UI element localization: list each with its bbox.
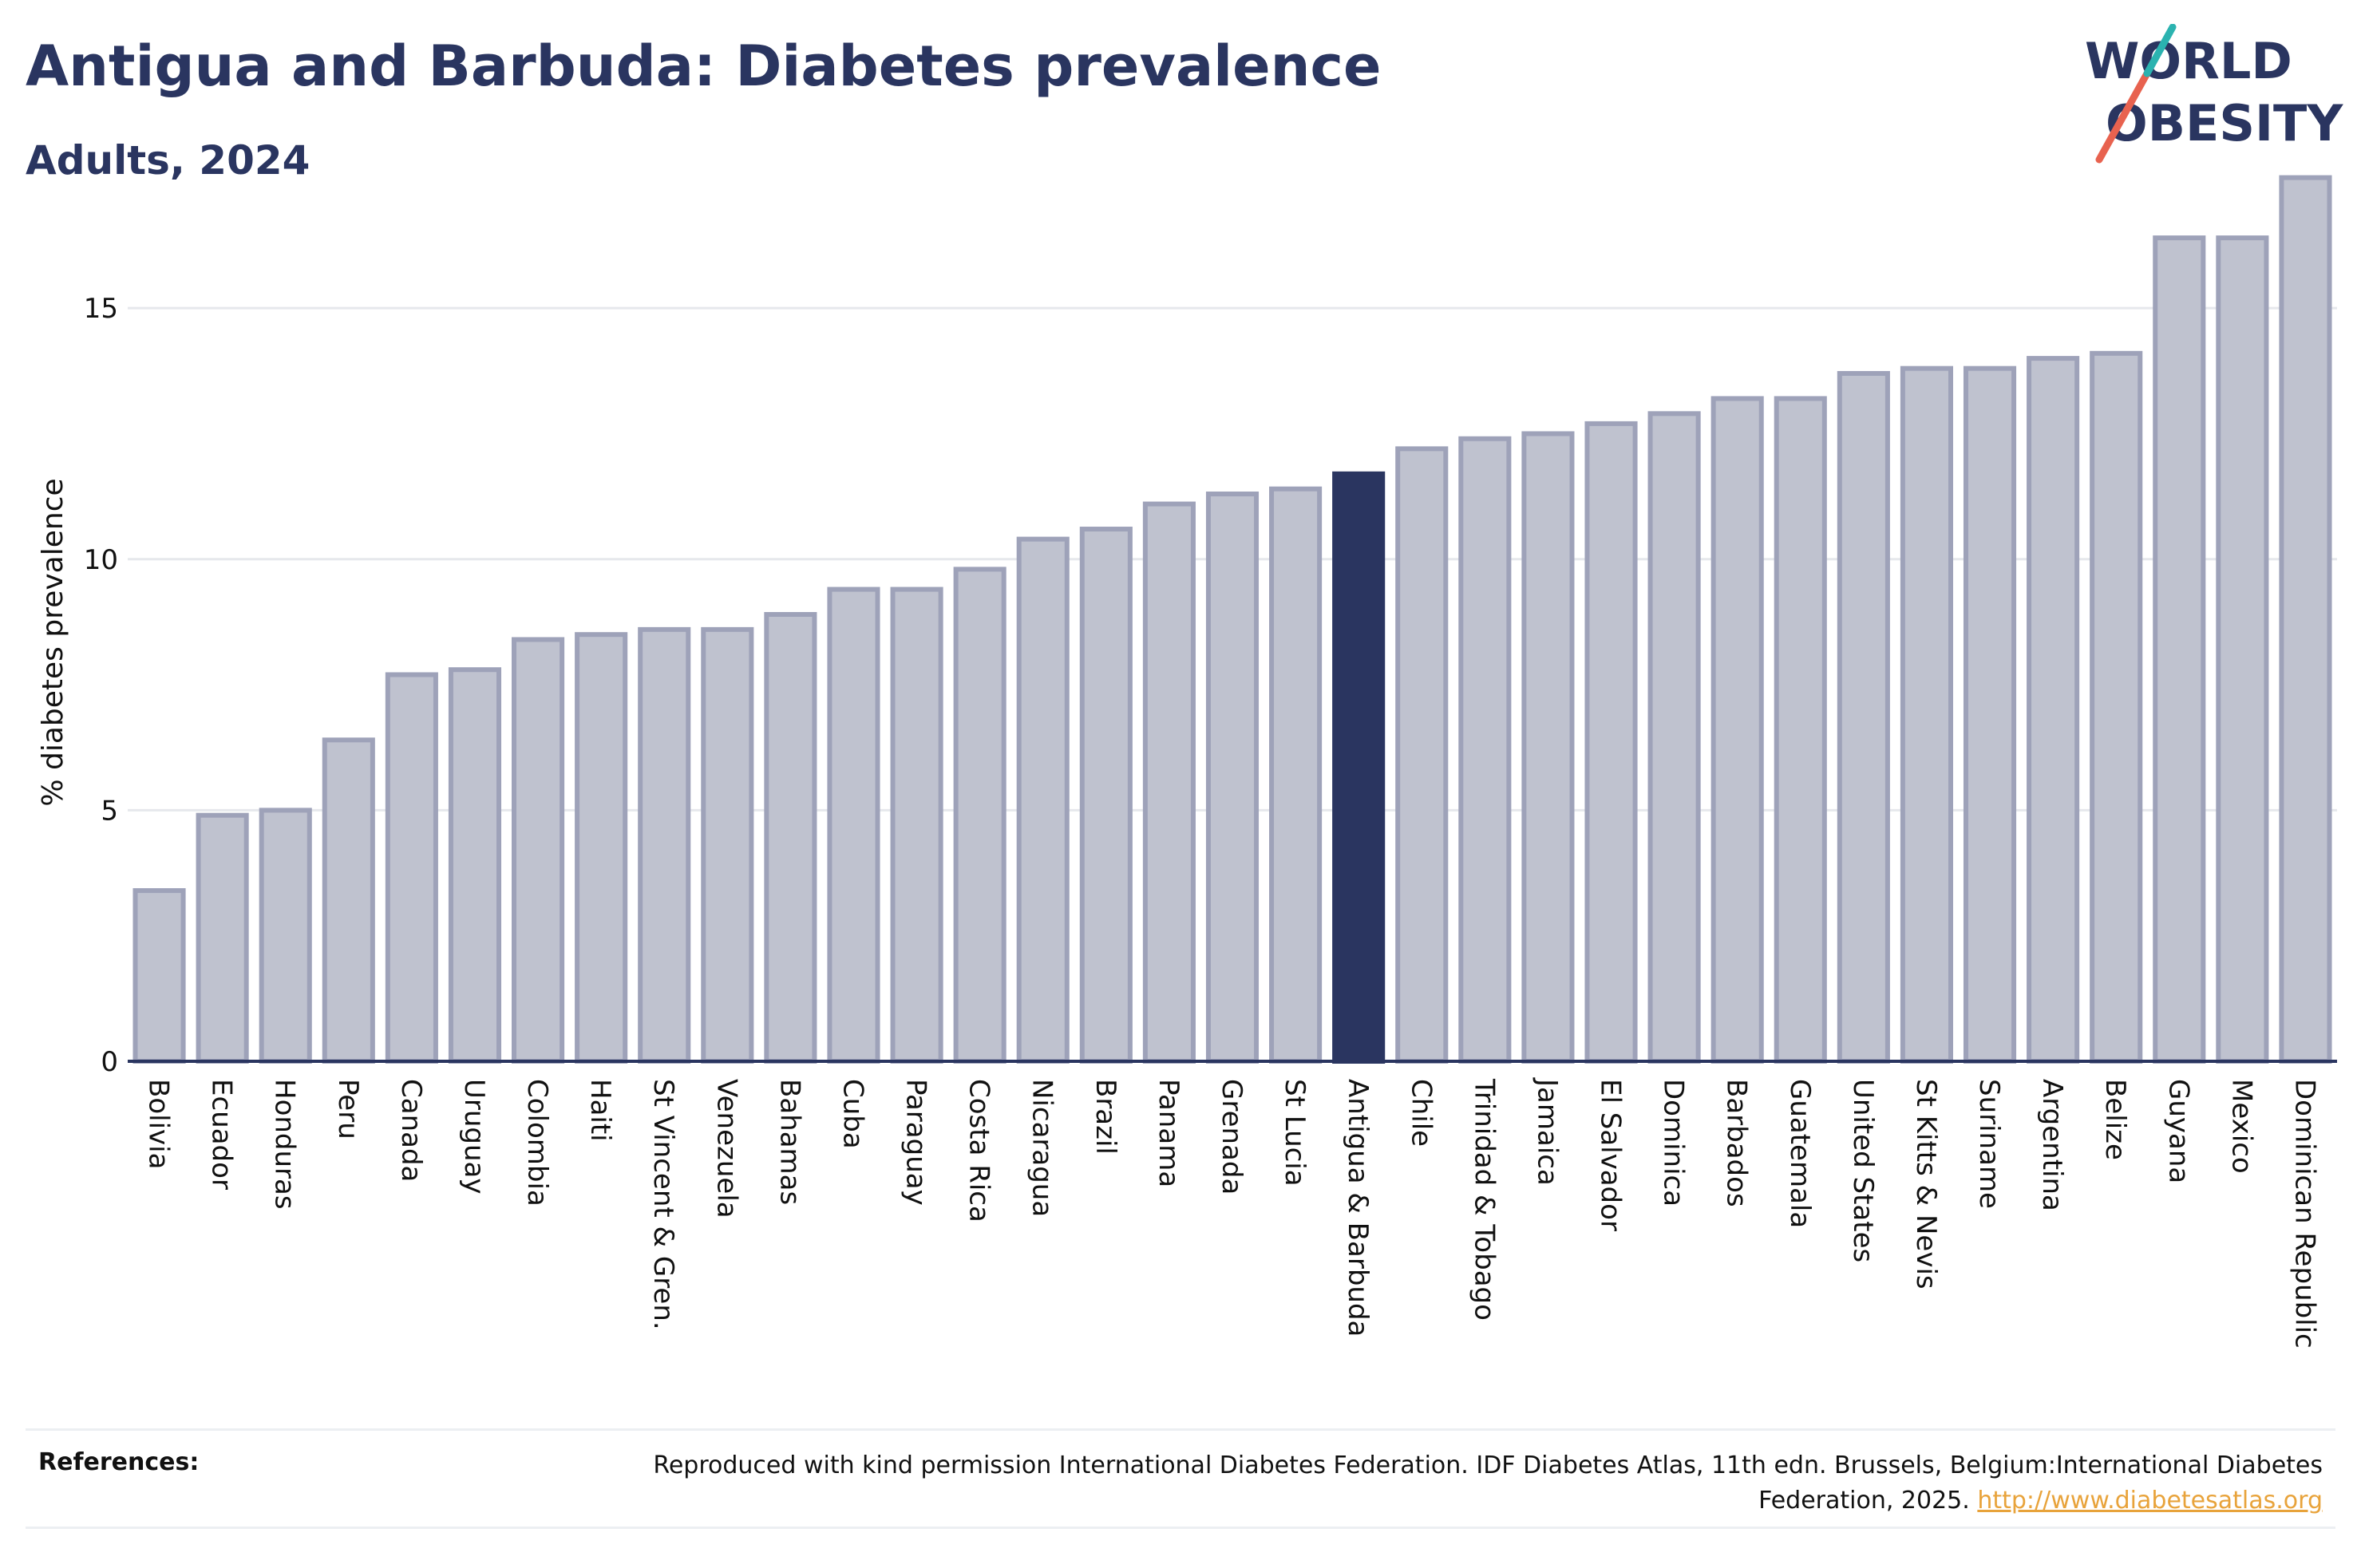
x-tick-label: Brazil xyxy=(1090,1079,1121,1155)
bar xyxy=(827,587,880,1064)
bar xyxy=(1837,370,1890,1064)
bar xyxy=(1521,431,1575,1064)
x-tick-label: Barbados xyxy=(1721,1079,1753,1207)
bar xyxy=(385,672,438,1064)
bar-chart: 0 5 10 15 Bolivia Ecuador Honduras Peru Canada Ur… xyxy=(37,175,2337,1349)
bar xyxy=(1963,365,2017,1064)
bar xyxy=(764,612,817,1064)
x-tick-label: El Salvador xyxy=(1595,1079,1627,1231)
x-tick-label: Jamaica xyxy=(1531,1077,1563,1186)
x-tick-label: Trinidad & Tobago xyxy=(1468,1078,1500,1321)
x-tick-label: Haiti xyxy=(584,1079,616,1142)
x-tick-label: Bahamas xyxy=(773,1079,805,1205)
bar xyxy=(638,626,691,1064)
x-tick-label: United States xyxy=(1847,1079,1879,1262)
y-tick-label: 5 xyxy=(101,795,118,827)
page-subtitle: Adults, 2024 xyxy=(26,137,310,184)
bar xyxy=(1774,396,1827,1064)
x-tick-label: St Vincent & Gren. xyxy=(647,1079,679,1330)
bar xyxy=(1900,365,1953,1064)
bar xyxy=(890,587,943,1064)
x-tick-label: Cuba xyxy=(836,1079,868,1149)
references-text: Reproduced with kind permission Internat… xyxy=(653,1451,2323,1515)
y-axis-title: % diabetes prevalence xyxy=(37,478,69,806)
bar xyxy=(196,812,249,1064)
x-tick-label: St Kitts & Nevis xyxy=(1910,1079,1942,1290)
references-link[interactable]: http://www.diabetesatlas.org xyxy=(1977,1487,2323,1515)
bar xyxy=(2153,235,2206,1064)
references-text-block: Reproduced with kind permission Internat… xyxy=(567,1448,2323,1519)
label-layer: 0 5 10 15 Bolivia Ecuador Honduras Peru Canada Ur… xyxy=(84,293,2321,1349)
bar xyxy=(1458,436,1512,1064)
references-box: References: Reproduced with kind permiss… xyxy=(26,1428,2335,1529)
y-tick-label: 15 xyxy=(84,293,118,325)
x-tick-label: Guyana xyxy=(2162,1079,2194,1183)
bar xyxy=(701,626,754,1064)
bar xyxy=(448,667,502,1064)
world-obesity-logo: WORLD OBESITY xyxy=(2085,24,2343,164)
x-tick-label: Venezuela xyxy=(710,1079,742,1218)
bar xyxy=(1647,411,1701,1064)
x-tick-label: Paraguay xyxy=(900,1079,932,1206)
bar xyxy=(322,737,375,1064)
x-tick-label: Chile xyxy=(1405,1079,1437,1147)
page-title: Antigua and Barbuda: Diabetes prevalence xyxy=(26,34,1382,99)
bar xyxy=(575,632,628,1064)
bar xyxy=(1269,486,1323,1064)
bar xyxy=(953,567,1006,1064)
bar xyxy=(1079,527,1133,1064)
bar xyxy=(2027,356,2080,1064)
bar xyxy=(132,888,186,1064)
y-tick-label: 10 xyxy=(84,544,118,576)
x-tick-label: Peru xyxy=(332,1079,364,1139)
logo-slash-teal xyxy=(2143,24,2177,77)
bar xyxy=(512,637,565,1064)
x-tick-label: Belize xyxy=(2099,1079,2131,1160)
x-tick-label: Ecuador xyxy=(206,1079,238,1190)
bar xyxy=(1395,446,1449,1064)
x-tick-label: Canada xyxy=(395,1079,427,1182)
x-tick-label: Colombia xyxy=(521,1079,553,1207)
bar xyxy=(1205,491,1260,1064)
bars-layer xyxy=(132,175,2332,1064)
bar xyxy=(1142,501,1196,1064)
x-tick-label: Mexico xyxy=(2225,1079,2257,1174)
logo-line1: WORLD xyxy=(2085,32,2292,90)
logo-line2: OBESITY xyxy=(2106,94,2343,152)
x-tick-label: Uruguay xyxy=(458,1079,490,1195)
references-label: References: xyxy=(38,1448,200,1476)
bar xyxy=(2279,175,2332,1064)
bar xyxy=(1710,396,1764,1064)
logo-slash-red xyxy=(2095,69,2151,164)
x-tick-label: Grenada xyxy=(1216,1079,1248,1195)
x-tick-label: Dominican Republic xyxy=(2288,1079,2320,1349)
bar xyxy=(1584,421,1638,1064)
x-tick-label: Nicaragua xyxy=(1026,1079,1058,1217)
x-tick-label: Suriname xyxy=(1973,1079,2005,1209)
x-tick-label: Bolivia xyxy=(143,1079,175,1169)
x-tick-label: Antigua & Barbuda xyxy=(1342,1079,1374,1337)
y-tick-label: 0 xyxy=(101,1046,118,1078)
x-tick-label: Argentina xyxy=(2036,1079,2068,1211)
bar xyxy=(2090,350,2143,1064)
x-tick-label: Panama xyxy=(1153,1079,1184,1187)
x-tick-label: Honduras xyxy=(269,1079,301,1210)
bar xyxy=(1332,471,1386,1064)
x-tick-label: Dominica xyxy=(1658,1079,1690,1207)
x-tick-label: St Lucia xyxy=(1279,1079,1311,1187)
x-tick-label: Costa Rica xyxy=(963,1079,995,1222)
x-tick-label: Guatemala xyxy=(1784,1079,1816,1228)
bar xyxy=(259,808,312,1064)
bar xyxy=(1016,536,1070,1064)
bar xyxy=(2216,235,2269,1064)
